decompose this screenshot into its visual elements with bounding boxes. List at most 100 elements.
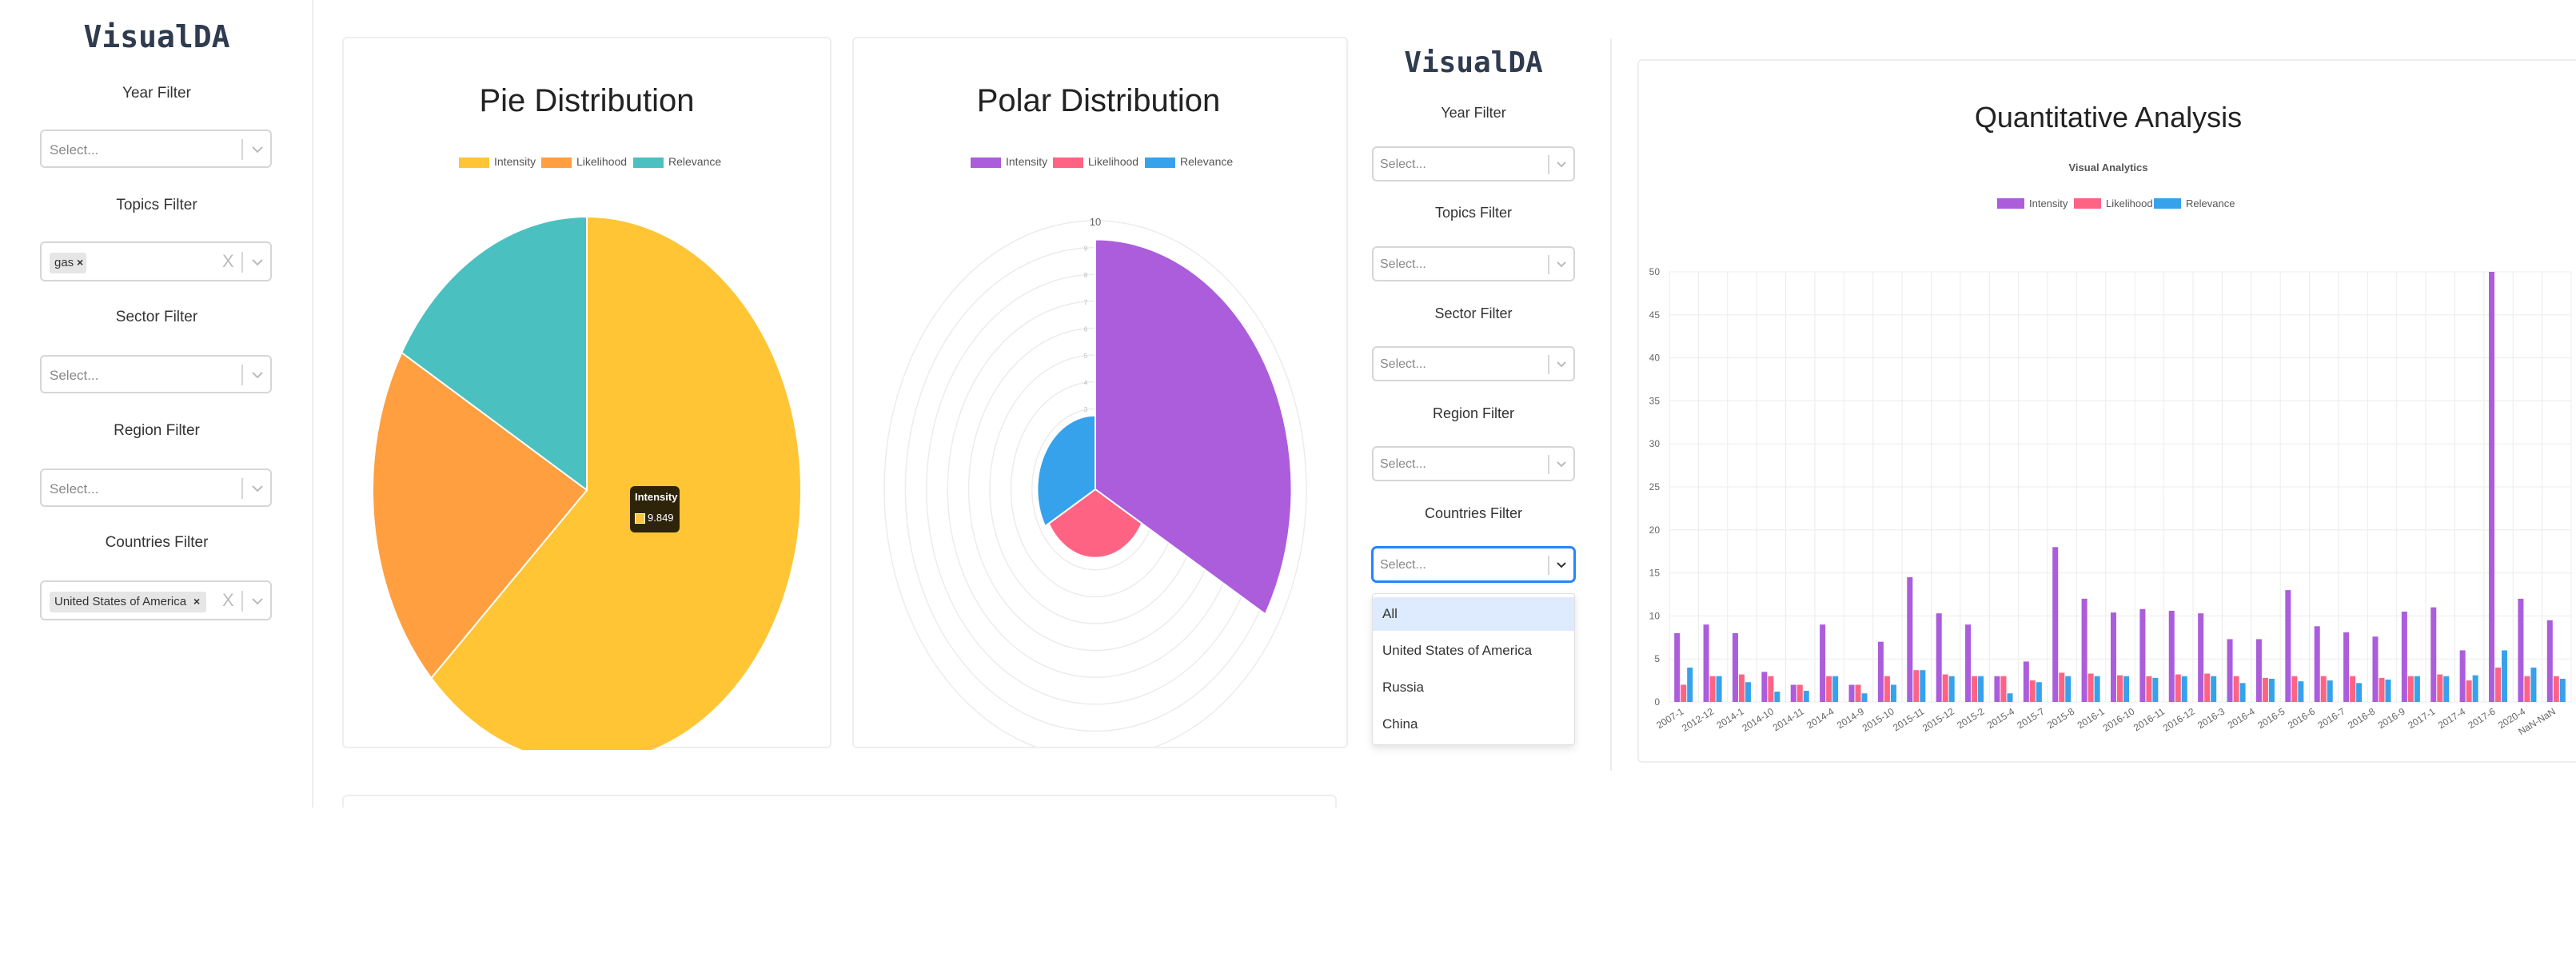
bar[interactable] — [2407, 676, 2414, 702]
bar[interactable] — [1936, 613, 1942, 702]
bar[interactable] — [2327, 680, 2333, 702]
bar[interactable] — [1738, 674, 1745, 702]
bar[interactable] — [1994, 676, 2000, 702]
sector-filter-select[interactable]: Select... — [40, 355, 272, 393]
bar[interactable] — [2379, 677, 2385, 702]
dropdown-option-china[interactable]: China — [1382, 716, 1418, 732]
bar[interactable] — [2204, 673, 2211, 702]
bar[interactable] — [2088, 673, 2094, 702]
bar[interactable] — [1803, 691, 1809, 702]
pie-legend-intensity[interactable]: Intensity — [459, 155, 536, 168]
bar[interactable] — [1942, 674, 1948, 702]
bar-legend-label[interactable]: Intensity — [2029, 197, 2068, 209]
bar[interactable] — [2168, 610, 2175, 702]
chevron-down-icon[interactable] — [1556, 360, 1567, 369]
bar[interactable] — [2437, 674, 2443, 702]
sector-filter-select[interactable]: Select... — [1372, 346, 1575, 381]
bar[interactable] — [2343, 632, 2350, 702]
bar[interactable] — [2227, 639, 2233, 702]
bar[interactable] — [2466, 680, 2472, 702]
chevron-down-icon[interactable] — [1556, 260, 1567, 269]
bar[interactable] — [2268, 678, 2275, 702]
chevron-down-icon[interactable] — [251, 257, 264, 268]
pie-slice-intensity[interactable] — [430, 215, 802, 750]
bar-legend-label[interactable]: Likelihood — [2106, 197, 2153, 209]
bar[interactable] — [1832, 676, 1839, 702]
countries-filter-select[interactable]: Select... — [1372, 547, 1575, 582]
bar-legend-swatch[interactable] — [2074, 198, 2101, 209]
polar-legend-likelihood[interactable]: Likelihood — [1053, 155, 1138, 168]
bar-legend-swatch[interactable] — [1997, 198, 2024, 209]
bar[interactable] — [2175, 674, 2181, 702]
bar[interactable] — [1820, 624, 1826, 702]
bar[interactable] — [1972, 676, 1978, 702]
bar[interactable] — [1948, 676, 1955, 702]
bar[interactable] — [2007, 693, 2013, 702]
bar[interactable] — [2546, 620, 2553, 702]
region-filter-select[interactable]: Select... — [40, 469, 272, 507]
chevron-down-icon[interactable] — [251, 144, 264, 155]
bar[interactable] — [2291, 676, 2298, 702]
chevron-down-icon[interactable] — [1556, 160, 1567, 169]
polar-legend-intensity[interactable]: Intensity — [971, 155, 1047, 168]
bar[interactable] — [2000, 676, 2007, 702]
pie-slice-relevance[interactable] — [401, 215, 588, 492]
bar[interactable] — [2029, 680, 2036, 702]
bar[interactable] — [1687, 667, 1693, 702]
dropdown-option-usa[interactable]: United States of America — [1382, 643, 1533, 658]
chevron-down-icon[interactable] — [251, 483, 264, 494]
bar[interactable] — [2356, 683, 2363, 702]
bar[interactable] — [1907, 576, 1913, 702]
pie-legend-likelihood[interactable]: Likelihood — [541, 155, 627, 168]
bar[interactable] — [1796, 684, 1803, 702]
chevron-down-icon[interactable] — [1556, 460, 1567, 469]
bar[interactable] — [2123, 676, 2130, 702]
bar[interactable] — [1920, 670, 1926, 702]
bar[interactable] — [2198, 613, 2204, 702]
bar[interactable] — [2314, 626, 2320, 702]
chevron-down-icon[interactable] — [1556, 560, 1567, 570]
bar[interactable] — [2401, 612, 2407, 702]
bar-legend-swatch[interactable] — [2154, 198, 2181, 209]
bar[interactable] — [2023, 661, 2029, 702]
bar[interactable] — [1681, 684, 1687, 702]
bar[interactable] — [2459, 650, 2466, 702]
bar[interactable] — [2489, 272, 2495, 702]
bar[interactable] — [1978, 676, 1984, 702]
bar[interactable] — [1774, 692, 1780, 702]
bar[interactable] — [2285, 590, 2291, 702]
bar[interactable] — [2152, 677, 2159, 702]
bar[interactable] — [1826, 676, 1832, 702]
bar[interactable] — [1709, 676, 1716, 702]
bar[interactable] — [1768, 676, 1774, 702]
bar[interactable] — [2495, 667, 2502, 702]
bar[interactable] — [1745, 682, 1751, 702]
bar-legend-label[interactable]: Relevance — [2186, 197, 2235, 209]
bar[interactable] — [1884, 676, 1890, 702]
pie-slice-likelihood[interactable] — [372, 351, 588, 680]
bar[interactable] — [2553, 676, 2559, 702]
bar[interactable] — [2181, 676, 2187, 702]
bar[interactable] — [1761, 672, 1768, 702]
bar[interactable] — [2081, 598, 2088, 702]
bar[interactable] — [1674, 632, 1681, 702]
topics-filter-select[interactable]: Select... — [1372, 246, 1575, 281]
bar[interactable] — [2036, 682, 2042, 702]
close-icon[interactable]: × — [77, 256, 84, 269]
topics-filter-select[interactable]: gas × X — [40, 241, 272, 281]
countries-filter-select[interactable]: United States of America × X — [40, 580, 272, 620]
bar[interactable] — [2372, 636, 2379, 702]
polar-legend-relevance[interactable]: Relevance — [1145, 155, 1233, 168]
bar[interactable] — [1861, 693, 1868, 702]
polar-sector-intensity[interactable] — [1095, 238, 1293, 616]
chevron-down-icon[interactable] — [251, 369, 264, 381]
bar[interactable] — [1732, 632, 1738, 702]
bar[interactable] — [1703, 624, 1709, 702]
bar[interactable] — [2116, 675, 2123, 702]
bar[interactable] — [2524, 676, 2530, 702]
pie-legend-relevance[interactable]: Relevance — [633, 155, 721, 168]
bar[interactable] — [1877, 641, 1884, 702]
bar[interactable] — [2430, 607, 2437, 702]
bar[interactable] — [1848, 684, 1855, 702]
bar[interactable] — [2559, 678, 2566, 702]
